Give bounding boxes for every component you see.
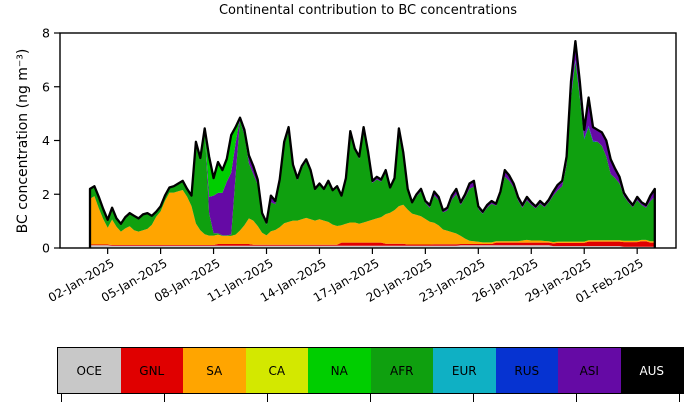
area-GNL xyxy=(90,241,655,247)
y-tick-label: 0 xyxy=(42,241,50,256)
legend-item-CA: CA xyxy=(245,348,308,393)
area-SA xyxy=(90,190,655,245)
legend-axis-tick xyxy=(473,394,475,402)
legend-axis-tick xyxy=(267,394,269,402)
legend-item-ASI: ASI xyxy=(558,348,621,393)
y-axis-label: BC concentration (ng m⁻³) xyxy=(15,48,31,234)
legend-axis-tick xyxy=(61,394,63,402)
y-tick-label: 6 xyxy=(42,79,50,94)
legend-item-AFR: AFR xyxy=(370,348,433,393)
legend-item-AUS: AUS xyxy=(620,348,683,393)
y-tick-label: 8 xyxy=(42,26,50,41)
legend-item-GNL: GNL xyxy=(120,348,183,393)
legend-item-RUS: RUS xyxy=(495,348,558,393)
legend-item-EUR: EUR xyxy=(433,348,496,393)
legend-strip: OCE GNL SA CA NA AFR EUR RUS ASI AUS xyxy=(57,347,684,394)
bc-stacked-area-chart: 0 2 4 6 8 xyxy=(42,26,677,256)
legend-axis-tick xyxy=(164,394,166,402)
y-tick-label: 4 xyxy=(42,133,50,148)
y-tick-label: 2 xyxy=(42,187,50,202)
legend-item-SA: SA xyxy=(183,348,246,393)
legend-axis-tick xyxy=(679,394,681,402)
total-outline xyxy=(88,39,656,248)
legend-item-NA: NA xyxy=(308,348,371,393)
legend-axis-tick xyxy=(576,394,578,402)
legend-axis-tick xyxy=(370,394,372,402)
chart-title: Continental contribution to BC concentra… xyxy=(218,3,518,18)
area-AFR xyxy=(90,61,655,243)
legend-item-OCE: OCE xyxy=(58,348,121,393)
